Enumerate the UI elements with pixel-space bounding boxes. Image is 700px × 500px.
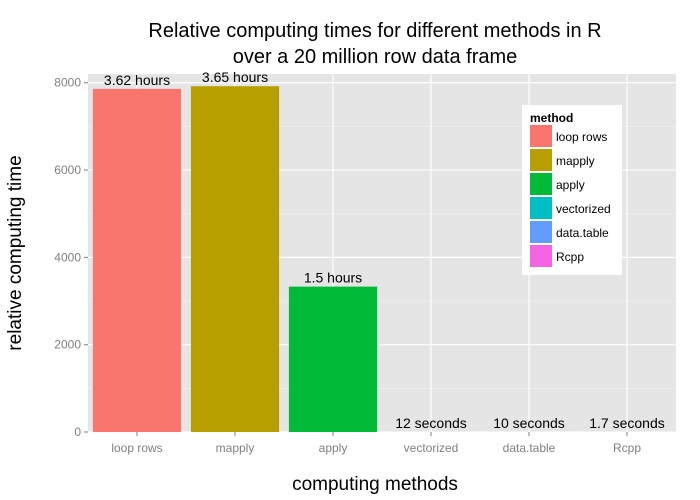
legend-swatch [530, 221, 552, 243]
x-axis-title: computing methods [292, 474, 458, 495]
bar-value-label: 10 seconds [493, 415, 565, 431]
y-tick-label: 0 [74, 425, 81, 439]
chart-title-line-1: Relative computing times for different m… [148, 20, 601, 42]
bar-value-label: 3.62 hours [104, 72, 170, 88]
bars [92, 86, 672, 432]
x-tick-label: data.table [503, 441, 556, 455]
x-tick-label: mapply [216, 441, 255, 455]
y-tick-label: 8000 [54, 76, 81, 90]
legend-swatch [530, 197, 552, 219]
y-tick-label: 6000 [54, 163, 81, 177]
bar-value-label: 12 seconds [395, 415, 467, 431]
legend-swatch [530, 173, 552, 195]
legend-label: vectorized [556, 202, 611, 216]
bar-labels: 3.62 hours 3.65 hours 1.5 hours 12 seconds 1… [104, 69, 665, 431]
x-axis-ticks: loop rows mapply apply vectorized data.table… [111, 432, 641, 455]
legend-swatch [530, 245, 552, 267]
x-tick-label: Rcpp [613, 441, 641, 455]
bar-loop-rows [92, 88, 182, 432]
bar-value-label: 1.5 hours [304, 270, 362, 286]
legend: method loop rows mapply apply vectorized dat… [522, 105, 622, 275]
chart-title-line-2: over a 20 million row data frame [233, 46, 518, 68]
y-tick-label: 2000 [54, 338, 81, 352]
bar-mapply [190, 86, 280, 432]
legend-title: method [530, 111, 573, 125]
legend-items: loop rows mapply apply vectorized data.table… [530, 125, 611, 267]
y-axis-title: relative computing time [5, 155, 26, 350]
bar-value-label: 3.65 hours [202, 69, 268, 85]
x-tick-label: vectorized [404, 441, 459, 455]
bar-apply [288, 286, 378, 432]
legend-label: loop rows [556, 130, 607, 144]
x-tick-label: loop rows [111, 441, 162, 455]
legend-label: data.table [556, 226, 609, 240]
legend-label: mapply [556, 154, 595, 168]
legend-swatch [530, 149, 552, 171]
legend-label: apply [556, 178, 585, 192]
y-tick-label: 4000 [54, 250, 81, 264]
bar-value-label: 1.7 seconds [589, 415, 665, 431]
y-axis-ticks: 0 2000 4000 6000 8000 [54, 76, 88, 439]
x-tick-label: apply [319, 441, 348, 455]
legend-swatch [530, 125, 552, 147]
legend-label: Rcpp [556, 250, 584, 264]
